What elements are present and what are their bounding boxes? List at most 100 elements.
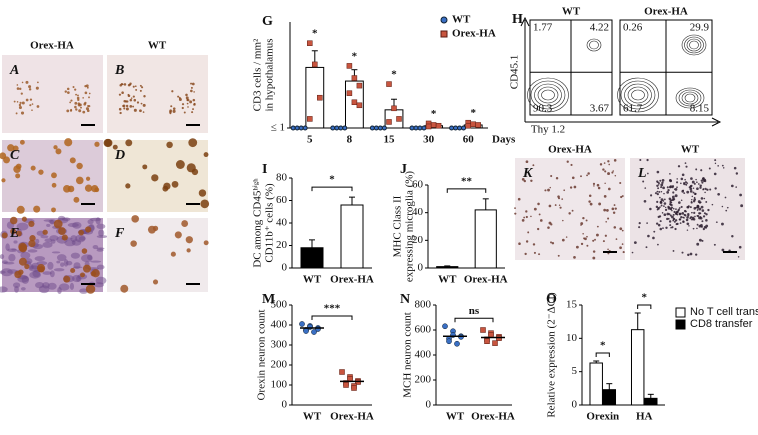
cell — [188, 138, 198, 148]
wt-point — [290, 125, 296, 131]
cell — [698, 224, 702, 228]
cell — [587, 172, 590, 175]
y-axis-label: CD11b⁺ cells (%) — [264, 183, 276, 263]
stain — [49, 219, 55, 225]
cell — [64, 138, 73, 147]
cell — [191, 111, 194, 114]
cell — [580, 222, 584, 225]
cell — [16, 101, 19, 103]
cell — [678, 207, 681, 209]
cell — [75, 93, 78, 96]
cell — [740, 204, 744, 208]
cell — [76, 96, 80, 100]
cell — [141, 86, 144, 89]
cell — [671, 209, 673, 212]
cell — [681, 173, 685, 177]
cell — [685, 183, 688, 186]
cell — [725, 209, 728, 212]
orex-point — [480, 327, 486, 333]
cell — [143, 95, 146, 98]
cell — [121, 91, 124, 94]
cell — [61, 234, 68, 241]
cell — [563, 189, 566, 192]
cell — [686, 190, 690, 194]
x-tick-label: WT — [303, 411, 322, 423]
cell — [571, 209, 574, 212]
y-axis-label: DC among CD45ʰⁱᵍʰ — [252, 178, 264, 268]
cell — [30, 165, 36, 171]
cell — [85, 107, 90, 111]
y-axis-label: in hypothalamus — [264, 38, 276, 111]
contour — [527, 77, 569, 113]
cell — [605, 209, 609, 212]
cell — [132, 85, 135, 88]
cell — [702, 227, 706, 231]
cell — [33, 205, 41, 213]
cell — [659, 179, 662, 182]
panel-letter: C — [10, 148, 20, 163]
cell — [675, 223, 678, 226]
cell — [88, 105, 91, 108]
cell — [666, 212, 670, 216]
orex-point — [312, 61, 318, 68]
cell — [700, 197, 704, 200]
cell — [538, 213, 541, 216]
cell — [730, 184, 734, 188]
stain — [90, 260, 102, 263]
stain — [79, 288, 89, 294]
cell — [533, 251, 536, 254]
histology-title: Orex-HA — [548, 144, 592, 156]
x-tick-label: Orex-HA — [330, 274, 374, 286]
cell — [668, 220, 672, 223]
cell — [174, 231, 182, 239]
cell — [123, 107, 126, 110]
cell — [700, 179, 703, 182]
wt-point — [377, 125, 383, 131]
significance-label: ** — [461, 175, 473, 187]
cell — [731, 235, 734, 238]
cell — [656, 190, 659, 193]
cell — [603, 208, 607, 212]
cell — [658, 215, 662, 218]
cell — [575, 245, 579, 249]
cell — [689, 206, 692, 209]
bar — [474, 209, 497, 269]
cell — [565, 236, 568, 238]
y-axis-label: MCH neuron count — [402, 312, 414, 398]
stain — [20, 251, 31, 259]
cell — [186, 102, 189, 105]
flow-arrow — [520, 16, 530, 27]
quadrant-percent: 8.15 — [690, 103, 710, 115]
cell — [142, 164, 148, 170]
cell — [615, 238, 618, 240]
cell — [582, 216, 585, 220]
cell — [596, 183, 600, 187]
cell — [557, 197, 561, 200]
cell — [704, 191, 706, 194]
cell — [36, 105, 40, 108]
cell — [613, 159, 617, 162]
cell — [18, 269, 24, 275]
cell — [656, 200, 659, 203]
cell — [21, 81, 24, 84]
panel-letter: E — [9, 226, 19, 241]
cell — [612, 211, 616, 215]
cell — [548, 204, 552, 208]
cell — [75, 108, 78, 111]
cell — [523, 179, 526, 183]
panel-letter: M — [262, 292, 275, 307]
legend-swatch — [675, 307, 686, 318]
cell — [75, 176, 84, 185]
cell — [592, 182, 596, 185]
cell — [705, 219, 708, 222]
cell — [585, 219, 588, 222]
cell — [701, 209, 705, 212]
significance-label: * — [431, 108, 437, 120]
cell — [686, 229, 689, 231]
cell — [690, 218, 693, 221]
cell — [704, 187, 707, 190]
cell — [657, 223, 661, 227]
cell — [558, 204, 561, 206]
cell — [690, 201, 693, 204]
cell — [677, 165, 681, 168]
